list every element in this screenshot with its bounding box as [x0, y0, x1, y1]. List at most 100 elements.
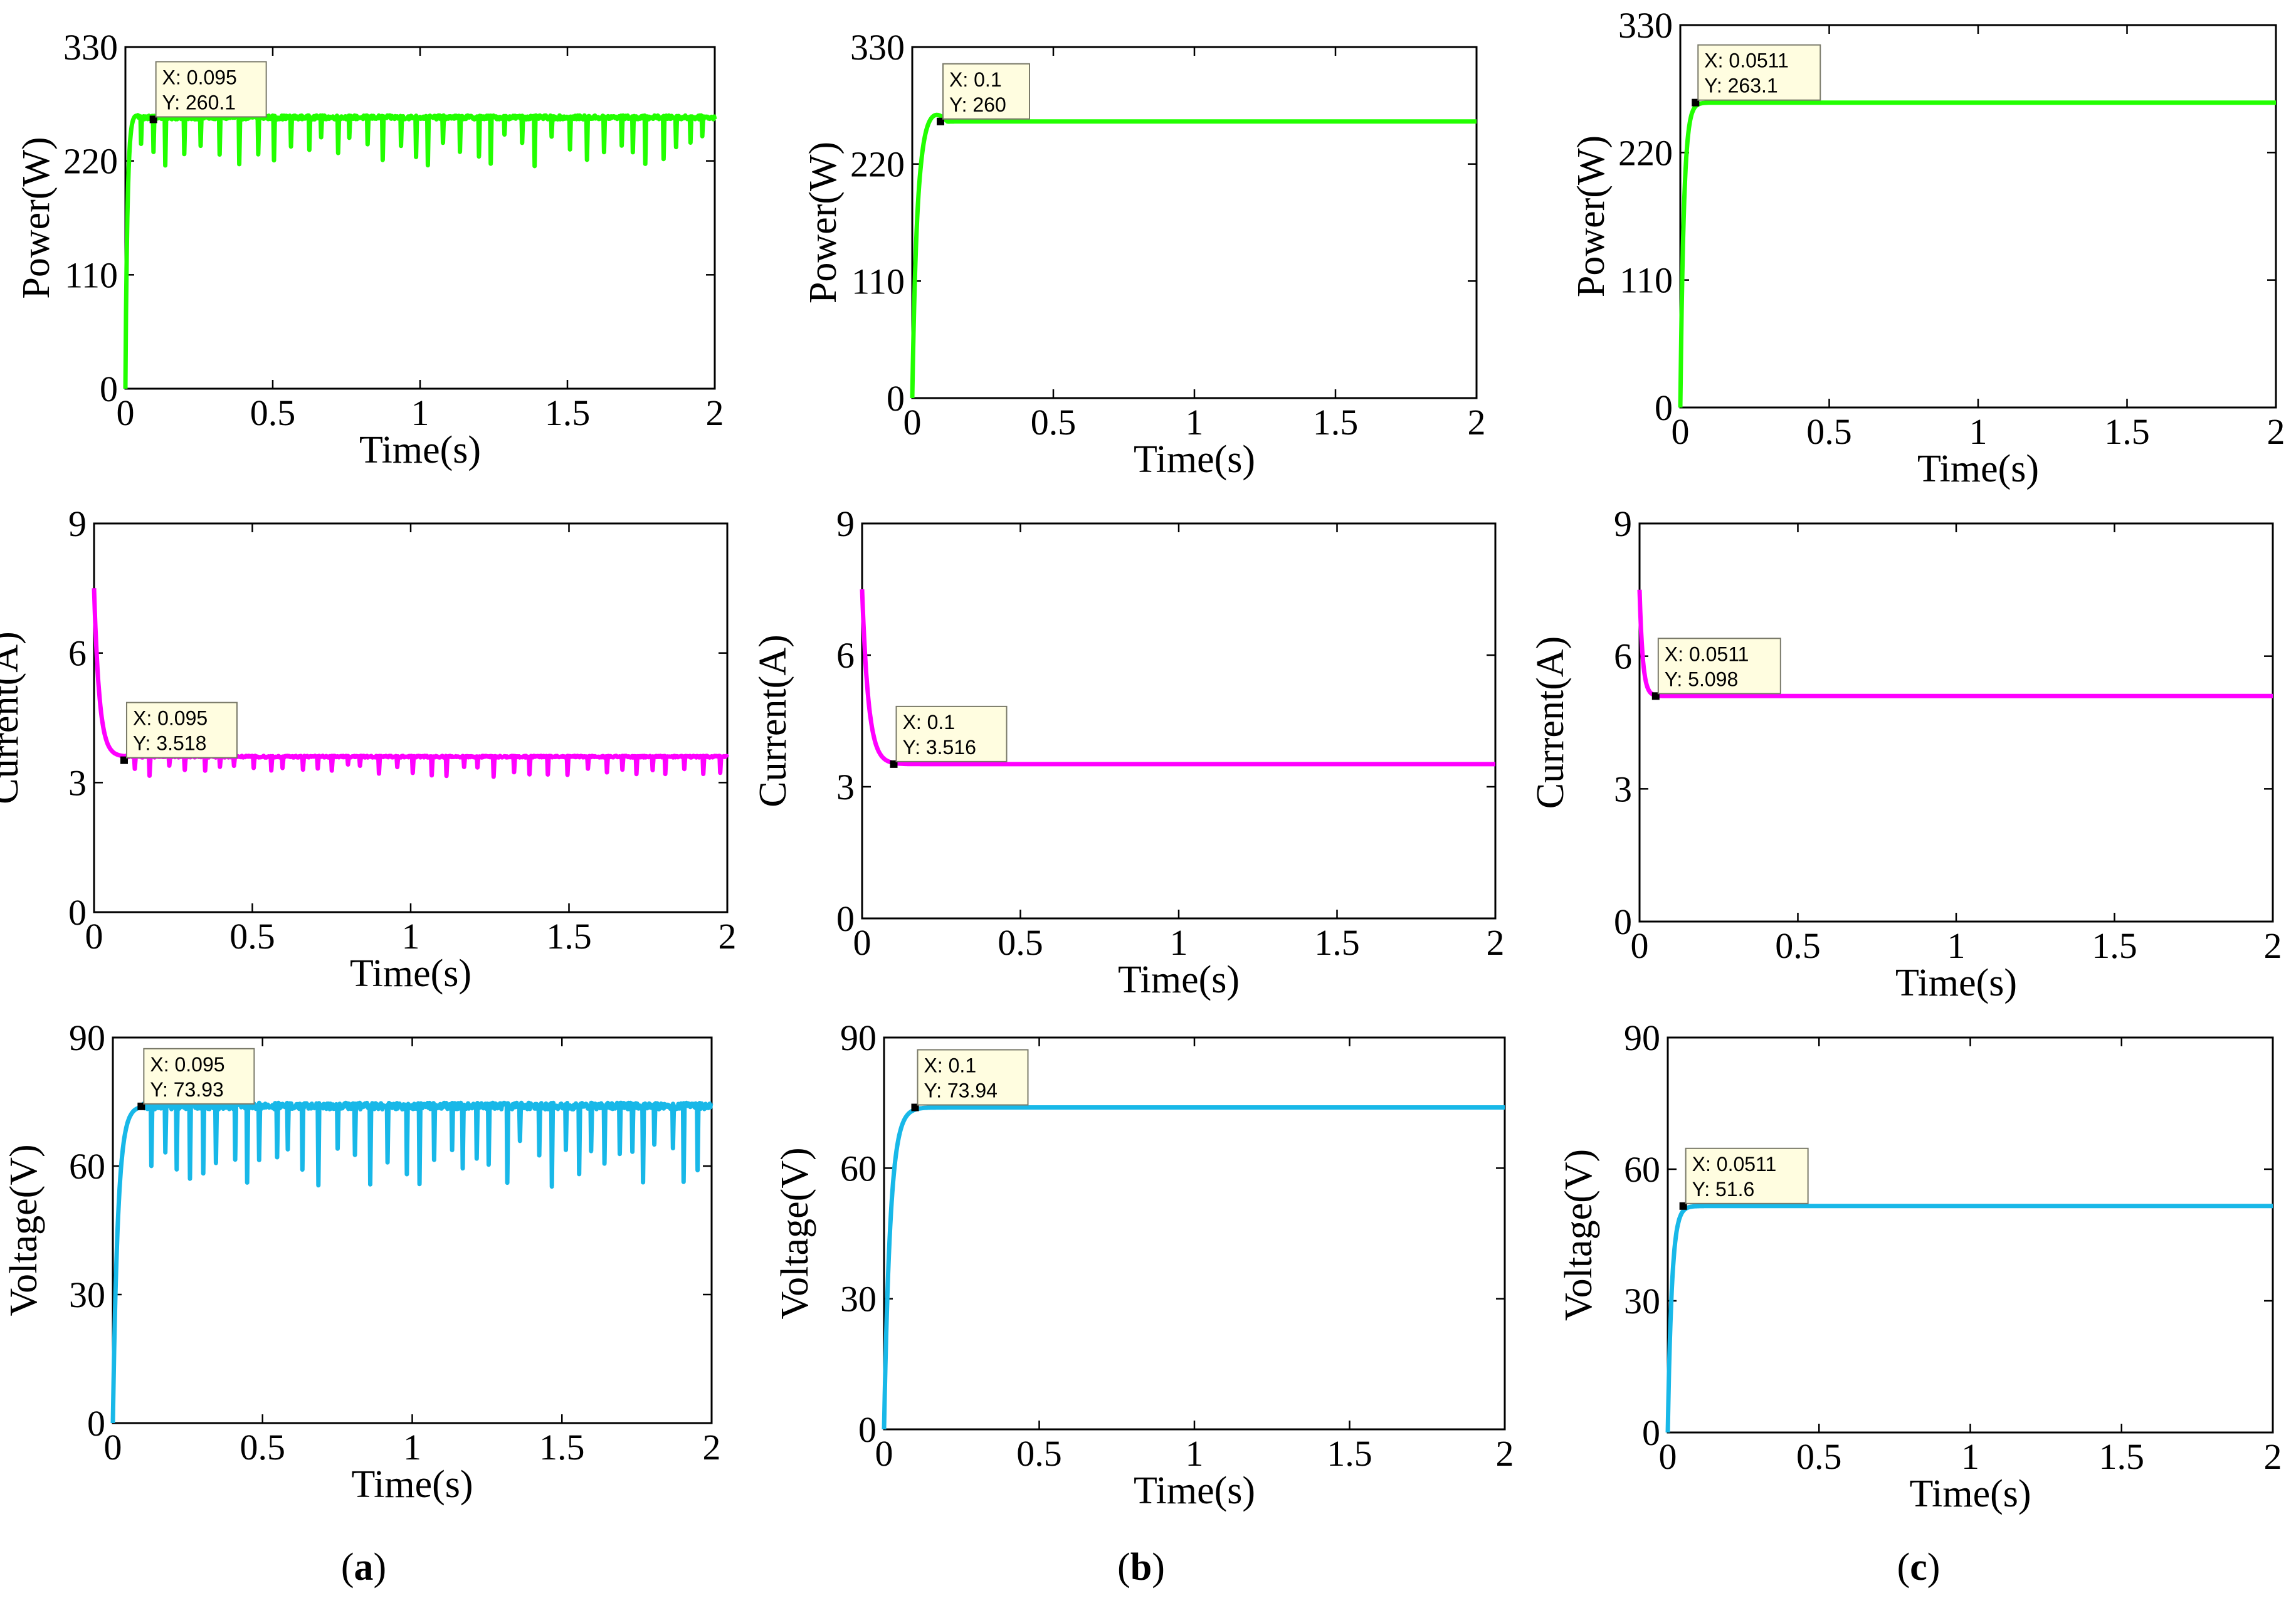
x-axis-label: Time(s)	[1134, 1469, 1255, 1512]
datatip-x-value: X: 0.1	[903, 711, 956, 733]
x-axis-label: Time(s)	[350, 952, 471, 995]
y-tick-label: 60	[840, 1148, 877, 1189]
x-tick-label: 0.5	[1775, 925, 1821, 966]
y-tick-label: 6	[68, 633, 87, 674]
x-tick-label: 1.5	[1327, 1433, 1372, 1474]
y-tick-label: 90	[840, 1017, 877, 1058]
datatip-x-value: X: 0.0511	[1704, 50, 1789, 72]
x-tick-label: 1.5	[1314, 922, 1360, 963]
x-tick-label: 1	[403, 1427, 421, 1468]
y-tick-label: 0	[87, 1403, 105, 1444]
y-tick-label: 0	[68, 892, 87, 933]
datatip-x-value: X: 0.0511	[1665, 643, 1749, 665]
y-tick-label: 220	[63, 141, 118, 182]
x-tick-label: 0.5	[229, 916, 275, 957]
y-tick-label: 3	[836, 767, 855, 807]
y-tick-label: 0	[1655, 387, 1673, 428]
y-axis-label: Voltage(V)	[1557, 1149, 1600, 1321]
x-tick-label: 2	[1496, 1433, 1514, 1474]
datatip-y-value: Y: 260	[949, 93, 1006, 116]
series-line-current	[1637, 589, 2275, 698]
y-tick-label: 220	[850, 144, 905, 185]
datatip-x-value: X: 0.0511	[1692, 1153, 1777, 1175]
chart-c-current: 0 0.5 1 1.5 2 0 3 6 9 Time(s) Current(A) X: 0.0511 Y…	[1529, 503, 2282, 1004]
datatip-box	[1657, 638, 1781, 695]
x-tick-label: 2	[703, 1427, 721, 1468]
datatip-y-value: Y: 5.098	[1665, 668, 1738, 690]
x-tick-label: 0	[1659, 1436, 1677, 1477]
y-tick-label: 330	[850, 27, 905, 68]
y-tick-label: 9	[68, 503, 87, 544]
y-tick-label: 0	[858, 1409, 877, 1450]
y-tick-label: 6	[1614, 636, 1632, 677]
x-tick-label: 1	[1170, 922, 1188, 963]
datatip-box	[155, 61, 267, 118]
y-tick-label: 110	[65, 255, 118, 295]
chart-a-current: 0 0.5 1 1.5 2 0 3 6 9 Time(s) Current(A) X: 0.095Y:…	[0, 503, 737, 995]
y-tick-label: 330	[63, 27, 118, 68]
x-tick-label: 2	[2264, 925, 2282, 966]
datatip-y-value: Y: 73.94	[924, 1080, 998, 1102]
x-tick-label: 2	[706, 392, 724, 433]
x-axis-label: Time(s)	[1134, 438, 1255, 481]
chart-a-power: 0 0.5 1 1.5 2 0 110 220 330 Time(s) Power(W) X: 0.0…	[15, 27, 724, 471]
y-tick-label: 60	[69, 1146, 105, 1187]
x-tick-label: 0.5	[998, 922, 1043, 963]
datatip-box	[143, 1048, 255, 1105]
x-tick-label: 1	[411, 392, 429, 433]
y-tick-label: 6	[836, 635, 855, 676]
y-axis-label: Current(A)	[1529, 636, 1572, 809]
y-tick-label: 220	[1618, 132, 1673, 173]
y-axis-label: Voltage(V)	[3, 1144, 45, 1316]
x-tick-label: 0	[1631, 925, 1649, 966]
y-tick-label: 3	[1614, 769, 1632, 809]
x-tick-label: 0	[875, 1433, 893, 1474]
panel-caption-b: (b)	[1117, 1546, 1165, 1589]
y-tick-label: 110	[851, 261, 905, 302]
datatip-y-value: Y: 260.1	[162, 91, 236, 113]
chart-c-power: 0 0.5 1 1.5 2 0 110 220 330 Time(s) Power(W) X: 0.0…	[1570, 5, 2285, 490]
series-line-voltage	[882, 1105, 1507, 1430]
x-tick-label: 0.5	[250, 392, 296, 433]
x-tick-label: 0.5	[1806, 411, 1852, 452]
datatip-box	[1685, 1147, 1809, 1204]
x-tick-label: 1.5	[546, 916, 592, 957]
datatip-y-value: Y: 73.93	[150, 1078, 223, 1101]
x-tick-label: 1.5	[539, 1427, 585, 1468]
datatip-x-value: X: 0.095	[150, 1053, 224, 1076]
y-tick-label: 30	[840, 1279, 877, 1320]
x-axis-label: Time(s)	[1909, 1473, 2031, 1515]
x-axis-label: Time(s)	[351, 1463, 473, 1506]
x-axis-label: Time(s)	[359, 429, 481, 471]
x-tick-label: 1.5	[2092, 925, 2137, 966]
datatip-box	[895, 705, 1008, 762]
y-axis-label: Current(A)	[0, 631, 26, 804]
x-tick-label: 1.5	[1313, 402, 1359, 443]
datatip-y-value: Y: 3.518	[133, 732, 206, 755]
x-tick-label: 1	[1969, 411, 1988, 452]
datatip-x-value: X: 0.095	[133, 707, 208, 730]
x-tick-label: 1	[1186, 1433, 1204, 1474]
y-tick-label: 0	[836, 898, 855, 939]
chart-b-power: 0 0.5 1 1.5 2 0 110 220 330 Time(s) Power(W) X: 0.1…	[802, 27, 1486, 481]
x-tick-label: 0.5	[1796, 1436, 1842, 1477]
series-line-power	[1678, 100, 2278, 408]
datatip-box	[125, 702, 238, 759]
x-tick-label: 2	[1487, 922, 1505, 963]
y-tick-label: 90	[69, 1017, 105, 1058]
datatip-y-value: Y: 51.6	[1692, 1178, 1755, 1201]
y-axis-label: Voltage(V)	[774, 1147, 816, 1319]
x-tick-label: 0	[85, 916, 103, 957]
plot-area-frame	[1667, 1036, 2274, 1434]
chart-c-voltage: 0 0.5 1 1.5 2 0 30 60 90 Time(s) Voltage(V) X: 0.05…	[1557, 1017, 2282, 1515]
datatip-box	[917, 1049, 1029, 1106]
y-tick-label: 9	[836, 503, 855, 544]
series-line-voltage	[1665, 1204, 2275, 1433]
series-line-power	[910, 112, 1478, 399]
x-tick-label: 1.5	[2099, 1436, 2145, 1477]
series-line-power	[123, 113, 717, 389]
x-tick-label: 1	[1961, 1436, 1979, 1477]
y-tick-label: 3	[68, 762, 87, 803]
chart-b-voltage: 0 0.5 1 1.5 2 0 30 60 90 Time(s) Voltage(V) X: 0.1 Y…	[774, 1017, 1514, 1512]
